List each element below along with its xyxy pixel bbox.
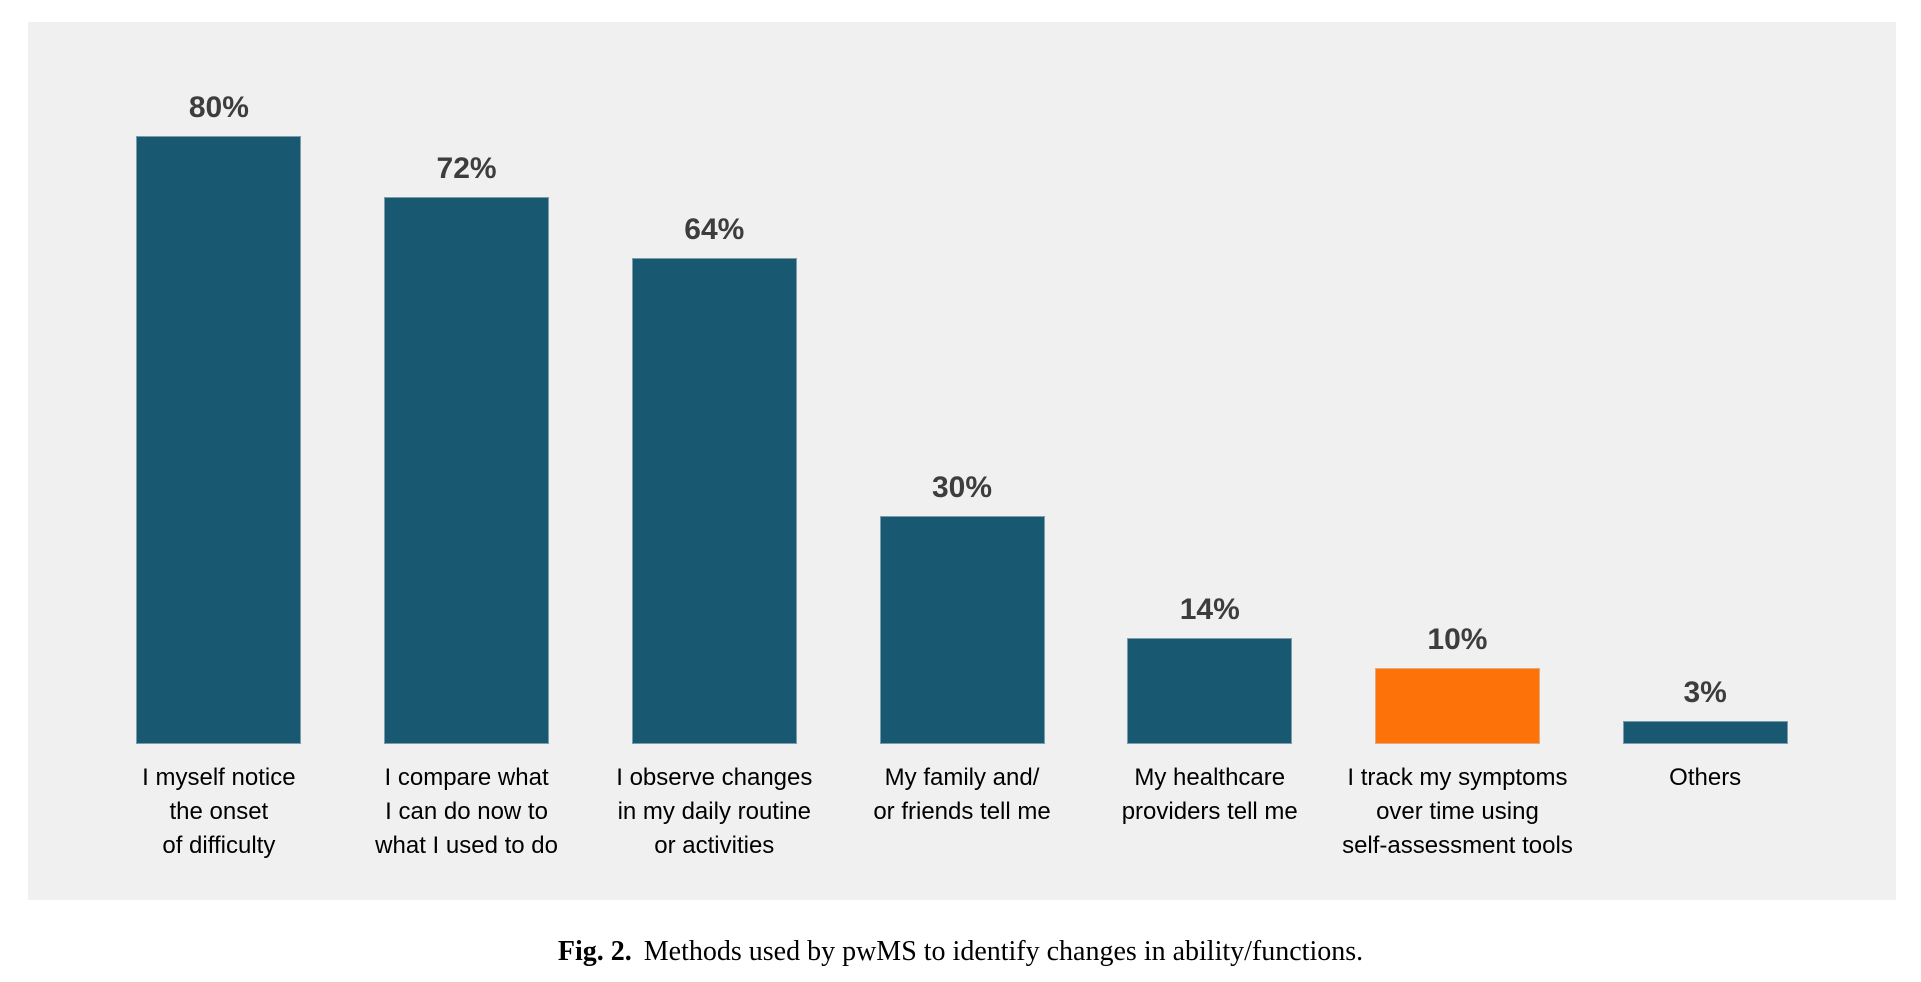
bar-area: 64% [631, 22, 797, 744]
bar-value-label: 64% [684, 213, 745, 246]
bar-value-label: 30% [931, 471, 993, 504]
bar-area: 3% [1622, 22, 1788, 744]
bar [384, 197, 550, 744]
bar-column: 14% My healthcare providers tell me [1086, 22, 1334, 863]
bar [631, 258, 797, 744]
bar-area: 80% [136, 22, 302, 744]
figure-caption: Fig. 2. Methods used by pwMS to identify … [0, 936, 1921, 968]
bar-category-label: I myself notice the onset of difficulty [142, 764, 296, 859]
figure-caption-text: Methods used by pwMS to identify changes… [643, 936, 1364, 967]
bar [879, 516, 1045, 744]
bar-value-label: 3% [1683, 676, 1727, 709]
bar-value-label: 80% [188, 91, 249, 124]
bar-category-label: My family and/ or friends tell me [873, 764, 1051, 825]
bar-column: 80% I myself notice the onset of difficu… [95, 22, 343, 863]
chart-panel: 80% I myself notice the onset of difficu… [28, 22, 1896, 900]
bar-area: 72% [384, 22, 550, 744]
bar-value-label: 72% [436, 152, 497, 185]
bar-area: 10% [1374, 22, 1540, 744]
bar [1374, 668, 1540, 744]
bar-column: 64% I observe changes in my daily routin… [590, 22, 838, 863]
bar-area: 30% [879, 22, 1045, 744]
bar-columns: 80% I myself notice the onset of difficu… [28, 22, 1896, 863]
figure-caption-label: Fig. 2. [557, 936, 632, 967]
bar-column: 72% I compare what I can do now to what … [343, 22, 591, 863]
bar-area: 14% [1127, 22, 1293, 744]
bar [1127, 638, 1293, 744]
bar-column: 3% Others [1581, 22, 1829, 863]
bar-category-label: I compare what I can do now to what I us… [375, 764, 558, 859]
bar-category-label: My healthcare providers tell me [1121, 764, 1298, 825]
bar-value-label: 14% [1179, 593, 1240, 626]
bar-column: 10% I track my symptoms over time using … [1334, 22, 1582, 863]
bar-category-label: Others [1669, 764, 1742, 791]
bar [1622, 721, 1788, 744]
bar-value-label: 10% [1427, 623, 1488, 656]
bar-column: 30% My family and/ or friends tell me [838, 22, 1086, 863]
bar-category-label: I observe changes in my daily routine or… [616, 764, 813, 859]
bar-category-label: I track my symptoms over time using self… [1342, 764, 1573, 859]
bar [136, 136, 302, 744]
